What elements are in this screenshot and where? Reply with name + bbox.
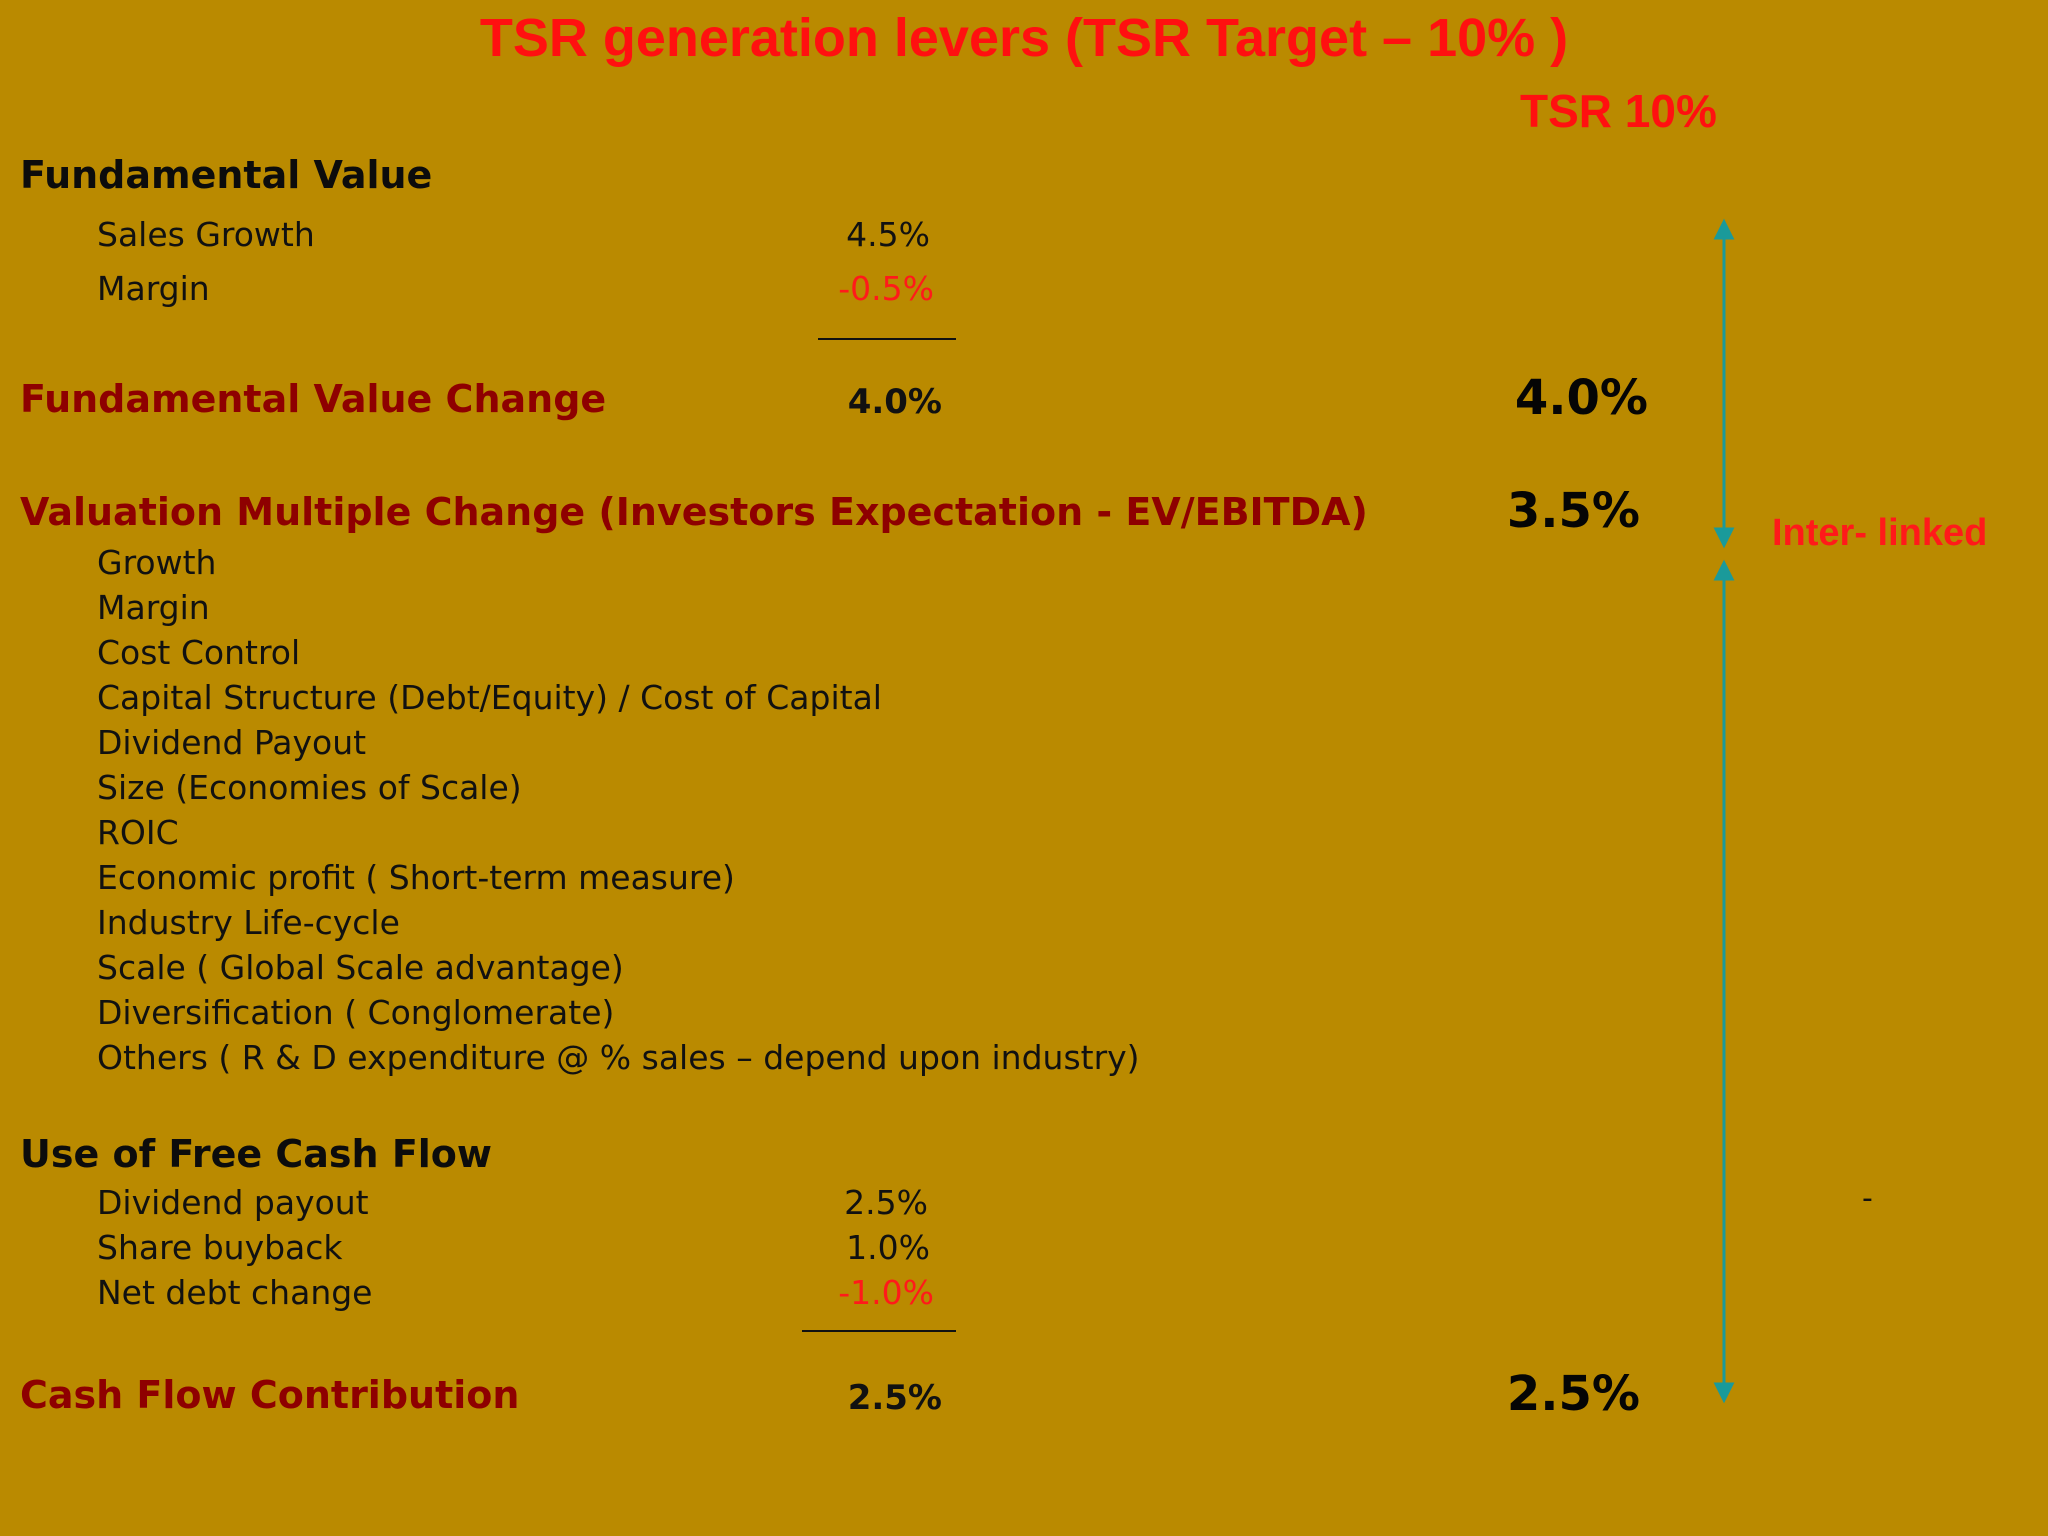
margin-label: Margin [97, 269, 210, 308]
lower-arrow-down-head [1713, 1382, 1735, 1404]
fcf-sum-rule [802, 1330, 956, 1332]
valuation-item-scale: Scale ( Global Scale advantage) [97, 948, 624, 987]
valuation-item-diversification: Diversification ( Conglomerate) [97, 993, 615, 1032]
fcf-heading: Use of Free Cash Flow [20, 1132, 493, 1176]
valuation-item-economic-profit: Economic profit ( Short-term measure) [97, 858, 735, 897]
dash-mark: - [1862, 1181, 1873, 1216]
valuation-item-dividend-payout: Dividend Payout [97, 723, 367, 762]
dividend-payout-value: 2.5% [844, 1183, 928, 1222]
lower-arrow-up-head [1713, 559, 1735, 581]
valuation-item-industry-life-cycle: Industry Life-cycle [97, 903, 400, 942]
valuation-multiple-heading: Valuation Multiple Change (Investors Exp… [20, 490, 1368, 534]
valuation-item-margin: Margin [97, 588, 210, 627]
share-buyback-value: 1.0% [846, 1228, 930, 1267]
dividend-payout-label: Dividend payout [97, 1183, 369, 1222]
valuation-item-size: Size (Economies of Scale) [97, 768, 522, 807]
valuation-item-others: Others ( R & D expenditure @ % sales – d… [97, 1038, 1140, 1077]
cash-flow-contribution-label: Cash Flow Contribution [20, 1373, 520, 1417]
sales-growth-label: Sales Growth [97, 215, 315, 254]
net-debt-change-value: -1.0% [838, 1273, 934, 1312]
upper-arrow-up-head [1713, 218, 1735, 240]
valuation-item-growth: Growth [97, 543, 217, 582]
net-debt-change-label: Net debt change [97, 1273, 373, 1312]
share-buyback-label: Share buyback [97, 1228, 343, 1267]
interlinked-label: Inter- linked [1772, 512, 1988, 554]
sales-growth-value: 4.5% [846, 215, 930, 254]
cash-flow-tsr-value: 2.5% [1506, 1366, 1640, 1422]
valuation-item-capital-structure: Capital Structure (Debt/Equity) / Cost o… [97, 678, 882, 717]
upper-arrow-down-head [1713, 527, 1735, 549]
fundamental-change-value: 4.0% [847, 382, 942, 422]
margin-value: -0.5% [838, 269, 934, 308]
valuation-item-roic: ROIC [97, 813, 179, 852]
tsr-header: TSR 10% [1520, 85, 1717, 137]
fundamental-tsr-value: 4.0% [1514, 370, 1648, 426]
cash-flow-contribution-value: 2.5% [847, 1378, 942, 1418]
fundamental-sum-rule [818, 338, 956, 340]
fundamental-value-heading: Fundamental Value [20, 153, 433, 197]
valuation-item-cost-control: Cost Control [97, 633, 301, 672]
valuation-tsr-value: 3.5% [1506, 483, 1640, 539]
slide-title: TSR generation levers (TSR Target – 10% … [479, 8, 1569, 68]
fundamental-change-label: Fundamental Value Change [20, 377, 607, 421]
